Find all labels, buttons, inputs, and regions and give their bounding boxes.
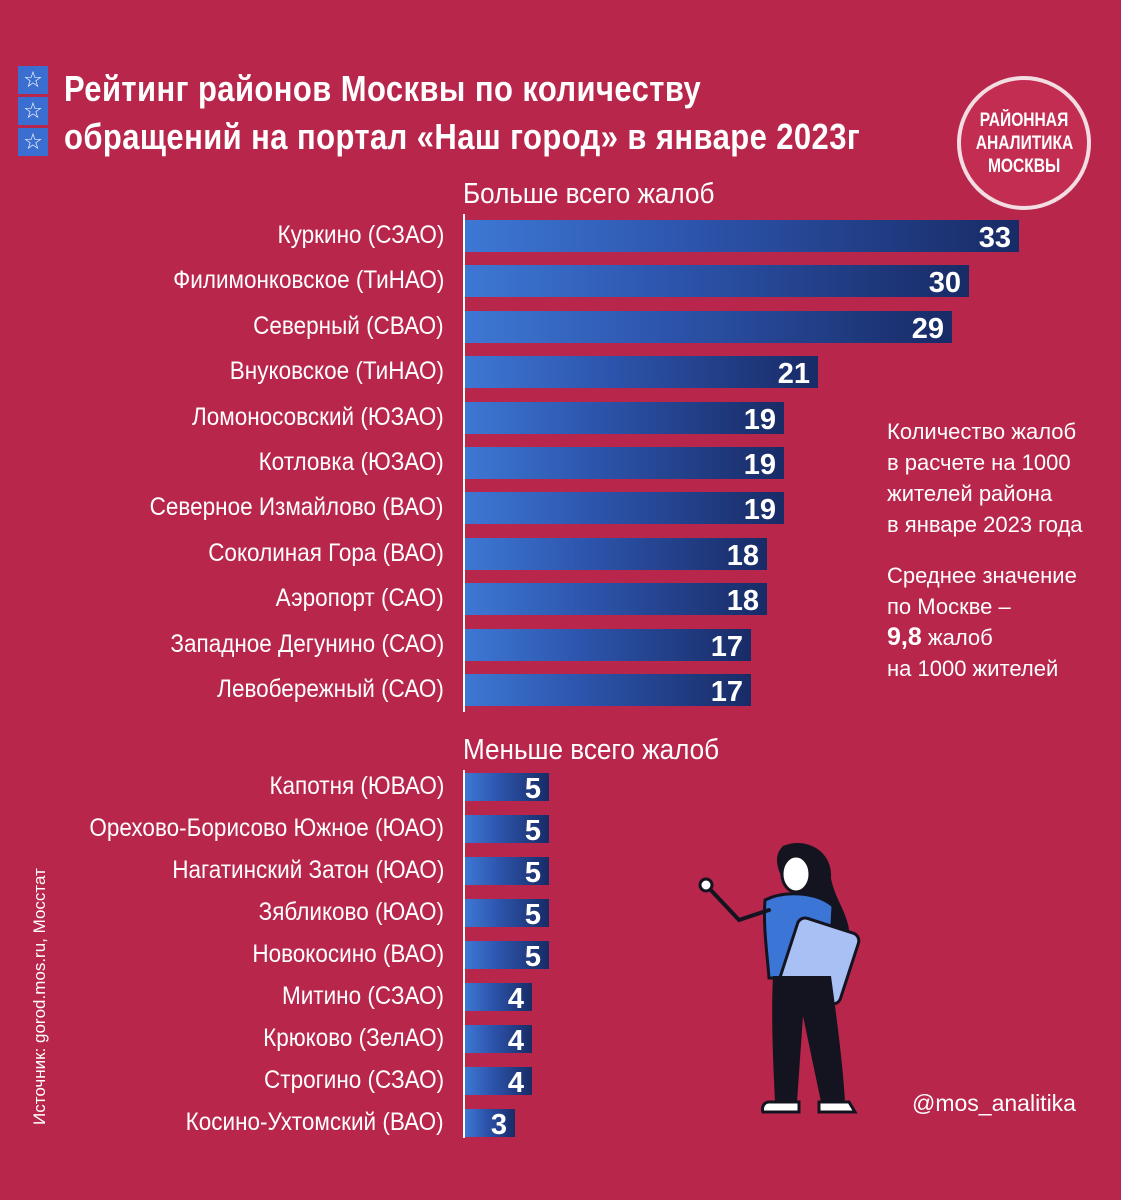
bar-value-label: 4 [507,1067,524,1099]
note-line: в январе 2023 года [887,512,1083,537]
average-value-line: 9,8 жалоб [887,622,1083,653]
district-label: Котловка (ЮЗАО) [258,448,444,476]
bar-value-label: 3 [490,1109,507,1141]
district-label: Капотня (ЮВАО) [269,772,444,800]
bar [465,983,532,1011]
district-label: Орехово-Борисово Южное (ЮАО) [89,814,444,842]
district-label: Северный (СВАО) [253,311,444,340]
bar-value-label: 5 [524,815,541,847]
hand-shape [698,877,714,893]
bar [465,583,767,616]
district-label: Митино (СЗАО) [282,982,444,1010]
bar [465,674,751,706]
district-label: Строгино (СЗАО) [263,1066,444,1094]
note-line: Количество жалоб [887,419,1077,444]
district-label: Западное Дегунино (САО) [170,629,444,658]
star-column: ☆ ☆ ☆ [18,66,50,159]
note-line: жителей района [887,481,1053,506]
bar-value-label: 5 [524,857,541,889]
bar [465,857,549,885]
district-label: Левобережный (САО) [217,675,444,703]
bar [465,815,549,843]
pointing-arm [705,884,771,923]
logo-text-line: РАЙОННАЯ [979,109,1069,131]
trousers-shape [772,976,845,1102]
bar [465,1109,515,1137]
district-label: Крюково (ЗелАО) [262,1024,444,1052]
district-label: Новокосино (ВАО) [252,940,444,968]
moscow-average: Среднее значение по Москве – 9,8 жалоб н… [887,560,1083,684]
face-shape [780,854,812,894]
logo-text-line: МОСКВЫ [987,155,1061,177]
bottom-chart-title: Меньше всего жалоб [463,734,720,766]
bar [465,1025,532,1053]
social-handle: @mos_analitika [912,1090,1076,1116]
bar-value-label: 33 [978,222,1011,254]
bar [465,220,1019,252]
district-label: Зябликово (ЮАО) [258,898,444,926]
bar-value-label: 17 [710,630,743,663]
district-label: Аэропорт (САО) [275,584,444,613]
bar-value-label: 5 [524,941,541,973]
district-label: Соколиная Гора (ВАО) [208,538,444,567]
bar-value-label: 19 [743,449,776,481]
chart-note: Количество жалоб в расчете на 1000 жител… [887,416,1083,684]
district-label: Филимонковское (ТиНАО) [172,266,444,295]
bar [465,265,969,298]
district-analytics-logo: РАЙОННАЯ АНАЛИТИКА МОСКВЫ [957,76,1091,210]
bar [465,447,784,479]
note-line: в расчете на 1000 [887,450,1071,475]
top-chart-axis [463,214,465,712]
bar-value-label: 18 [726,539,759,572]
bar-value-label: 18 [726,585,759,618]
page-title-line-2: обращений на портал «Наш город» в январе… [64,116,861,157]
average-value: 9,8 [887,623,922,651]
average-line: по Москве – [887,594,1011,619]
bar-value-label: 4 [507,983,524,1015]
right-shoe [817,1100,858,1114]
bar [465,537,767,570]
bar-value-label: 5 [524,899,541,931]
bar [465,628,751,661]
bar [465,492,784,525]
star-icon: ☆ [18,128,48,156]
district-label: Внуковское (ТиНАО) [229,357,444,386]
bar [465,1067,532,1095]
logo-text-line: АНАЛИТИКА [975,132,1073,154]
bar-value-label: 19 [743,403,776,436]
bar-value-label: 30 [928,267,961,300]
page-title-line-1: Рейтинг районов Москвы по количеству [64,68,702,109]
bar [465,356,818,389]
bar [465,773,549,801]
district-label: Нагатинский Затон (ЮАО) [171,856,444,884]
woman-with-folder-illustration [698,842,861,1114]
header: ☆ ☆ ☆ Рейтинг районов Москвы по количест… [18,66,958,162]
average-line: Среднее значение [887,563,1077,588]
bar [465,310,952,343]
bar [465,401,784,434]
district-label: Куркино (СЗАО) [277,221,444,249]
bottom-chart-axis [463,770,465,1138]
bar-value-label: 17 [710,676,743,708]
bar-value-label: 29 [911,312,944,345]
district-label: Ломоносовский (ЮЗАО) [192,402,444,431]
average-unit: жалоб [921,625,993,650]
average-line: на 1000 жителей [887,656,1059,681]
bar-value-label: 21 [777,358,810,391]
bar-value-label: 4 [507,1025,524,1057]
district-label: Косино-Ухтомский (ВАО) [186,1108,444,1136]
star-icon: ☆ [18,97,48,125]
bar [465,899,549,927]
bar-value-label: 5 [524,773,541,805]
source-note: Источник: gorod.mos.ru, Мосстат [30,868,49,1125]
bar-value-label: 19 [743,494,776,527]
top-chart-title: Больше всего жалоб [463,178,715,210]
district-label: Северное Измайлово (ВАО) [150,493,444,522]
left-shoe [761,1100,801,1114]
bar [465,941,549,969]
star-icon: ☆ [18,66,48,94]
